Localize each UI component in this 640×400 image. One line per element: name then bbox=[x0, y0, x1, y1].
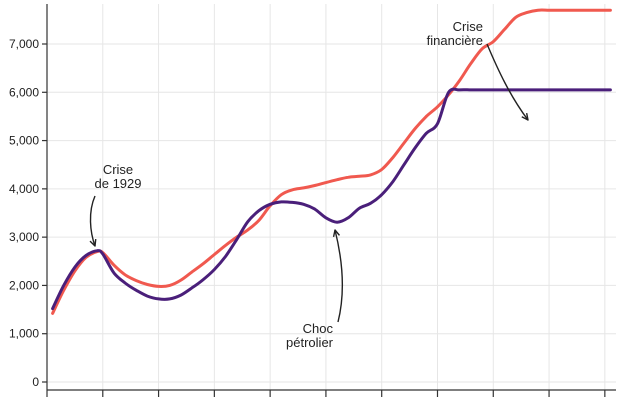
y-tick-label: 6,000 bbox=[9, 85, 39, 99]
annotation-arrowhead bbox=[521, 112, 529, 121]
annotation-arrow bbox=[334, 229, 344, 323]
annotation-arrowhead bbox=[332, 229, 341, 237]
grid-layer bbox=[46, 4, 616, 390]
annotation-text: financière bbox=[427, 33, 483, 48]
series-layer bbox=[51, 8, 612, 315]
axis-layer: 0 1,000 2,000 3,000 4,000 5,000 6,000 7,000 bbox=[9, 4, 616, 397]
y-tick-label: 3,000 bbox=[9, 230, 39, 244]
annotation-text: de 1929 bbox=[95, 176, 142, 191]
y-tick-label: 5,000 bbox=[9, 134, 39, 148]
series-line-red bbox=[51, 8, 612, 315]
y-tick-label: 1,000 bbox=[9, 327, 39, 341]
annotation-text: Choc bbox=[303, 321, 334, 336]
annotation-text: Crise bbox=[103, 162, 133, 177]
annotation-text: Crise bbox=[453, 19, 483, 34]
annotation-arrowhead bbox=[89, 238, 97, 247]
annotation-arrow bbox=[89, 195, 96, 247]
annotation-text: pétrolier bbox=[286, 335, 334, 350]
annotation-arrow bbox=[486, 43, 529, 121]
y-tick-label: 7,000 bbox=[9, 37, 39, 51]
y-tick-label: 2,000 bbox=[9, 278, 39, 292]
y-tick-label: 0 bbox=[32, 375, 39, 389]
y-tick-label: 4,000 bbox=[9, 182, 39, 196]
series-line-purple bbox=[51, 87, 612, 311]
